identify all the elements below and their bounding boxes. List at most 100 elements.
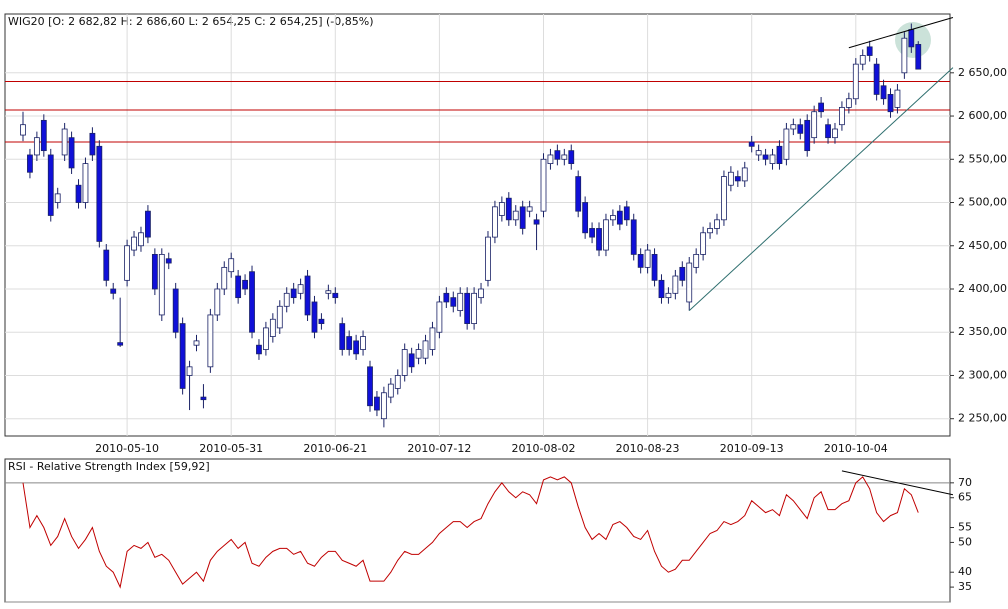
x-tick-label: 2010-06-21 [303, 442, 367, 455]
candle-body [894, 89, 901, 108]
y-tick-label: 2 600,00 [958, 109, 1007, 122]
candle-body [651, 254, 658, 281]
candle-body [464, 292, 471, 324]
candle-body [887, 94, 894, 113]
candle-body [360, 336, 366, 350]
candle-body [450, 297, 457, 307]
y-tick-label: 2 500,00 [958, 196, 1007, 209]
candle-body [186, 366, 193, 376]
candle-body [561, 154, 568, 160]
candle-body [457, 292, 464, 312]
candle-body [665, 292, 672, 299]
candle-body [20, 124, 26, 136]
candle-body [852, 63, 859, 100]
candle-body [734, 176, 741, 182]
candle-body [797, 124, 804, 134]
candle-body [443, 292, 450, 303]
candle-body [839, 106, 845, 126]
candle-body [131, 236, 137, 251]
y-tick-label: 2 250,00 [958, 412, 1007, 425]
candle-body [485, 236, 491, 281]
candle-body [110, 288, 117, 294]
candle-body [714, 219, 720, 229]
candle-body [75, 184, 82, 203]
candle-body [721, 176, 727, 221]
candle-body [804, 119, 811, 152]
candle-body [332, 292, 339, 299]
candle-body [311, 301, 318, 333]
candle-body [471, 292, 478, 324]
candle-body [512, 210, 519, 221]
candle-body [811, 111, 818, 139]
candle-body [866, 46, 873, 56]
rsi-title: RSI - Relative Strength Index [59,92] [8, 460, 210, 473]
candle-body [27, 154, 33, 173]
candle-body [769, 154, 776, 165]
candle-body [415, 349, 422, 359]
candle-body [658, 279, 665, 299]
candle-body [693, 254, 700, 268]
candle-body [637, 254, 644, 268]
y-tick-label: 70 [958, 476, 972, 489]
candle-body [616, 210, 623, 225]
candle-body [339, 323, 346, 350]
candle-body [367, 366, 373, 407]
candle-body [318, 318, 325, 324]
candle-body [172, 288, 179, 333]
y-tick-label: 2 650,00 [958, 66, 1007, 79]
trend-line [688, 67, 954, 311]
candle-body [276, 305, 283, 329]
candle-body [915, 44, 922, 70]
candle-body [679, 266, 686, 281]
candle-body [575, 176, 582, 212]
candle-body [526, 206, 533, 212]
candle-body [603, 219, 609, 251]
candle-body [200, 396, 207, 401]
candle-body [103, 249, 110, 281]
candle-body [776, 145, 783, 165]
y-tick-label: 2 400,00 [958, 282, 1007, 295]
candle-body [117, 342, 124, 346]
x-tick-label: 2010-07-12 [407, 442, 471, 455]
candle-body [89, 132, 96, 156]
candle-body [582, 202, 589, 234]
candle-body [193, 340, 200, 346]
candle-body [387, 383, 394, 398]
candle-body [873, 63, 880, 95]
candle-body [672, 275, 679, 294]
candle-body [630, 219, 637, 255]
candle-body [214, 288, 221, 316]
candle-body [179, 323, 186, 389]
candle-body [908, 29, 915, 48]
candle-body [228, 258, 235, 273]
candle-body [533, 219, 540, 225]
candle-body [422, 340, 429, 359]
candle-body [408, 353, 415, 368]
y-tick-label: 40 [958, 565, 972, 578]
candle-body [623, 206, 630, 221]
candle-body [61, 128, 68, 156]
candle-body [762, 154, 769, 160]
candle-body [249, 271, 255, 333]
candle-body [47, 154, 54, 216]
candle-body [644, 249, 651, 268]
candle-body [686, 262, 693, 303]
x-tick-label: 2010-05-10 [95, 442, 159, 455]
candle-body [82, 163, 89, 203]
x-tick-label: 2010-10-04 [824, 442, 888, 455]
candle-body [825, 124, 831, 139]
x-tick-label: 2010-05-31 [199, 442, 263, 455]
chart-title: WIG20 [O: 2 682,82 H: 2 686,60 L: 2 654,… [8, 15, 374, 28]
candle-body [138, 232, 144, 247]
candle-body [256, 344, 262, 355]
y-tick-label: 2 350,00 [958, 325, 1007, 338]
candle-body [68, 137, 75, 169]
x-tick-label: 2010-09-13 [720, 442, 784, 455]
candle-body [283, 292, 290, 307]
candle-body [478, 288, 484, 299]
candle-body [818, 102, 824, 113]
candle-body [221, 266, 228, 290]
candle-body [235, 275, 242, 299]
candle-body [380, 392, 387, 420]
candle-body [158, 254, 165, 316]
